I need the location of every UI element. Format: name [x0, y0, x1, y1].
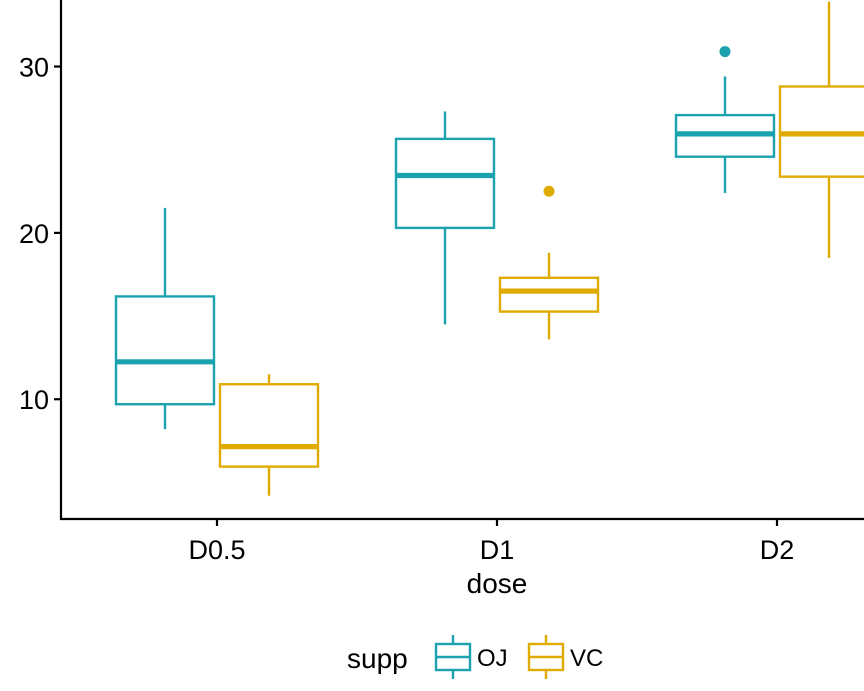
legend-label-oj: OJ: [477, 645, 508, 672]
box-body: [218, 383, 320, 468]
series-oj: [114, 46, 776, 430]
legend-label-vc: VC: [570, 645, 603, 672]
box-vc-d1: [498, 185, 600, 340]
box-body: [498, 276, 600, 313]
box-oj-d0.5: [114, 207, 216, 430]
y-tick-label: 30: [19, 53, 49, 83]
box-body: [394, 137, 496, 230]
box-vc-d0.5: [218, 374, 320, 496]
box-vc-d2: [778, 1, 864, 258]
series-vc: [218, 1, 864, 496]
legend-key-oj: OJ: [434, 635, 508, 679]
outlier-point: [543, 185, 555, 197]
y-axis-ticks: 10 20 30: [19, 53, 61, 415]
x-tick-label: D2: [760, 535, 795, 565]
box-body: [114, 295, 216, 406]
y-tick-label: 10: [19, 385, 49, 415]
box-oj-d1: [394, 111, 496, 325]
y-tick-label: 20: [19, 219, 49, 249]
x-axis-ticks: D0.5 D1 D2: [188, 519, 794, 565]
outlier-point: [719, 46, 731, 58]
x-tick-label: D0.5: [188, 535, 245, 565]
x-axis-title: dose: [467, 568, 528, 599]
x-tick-label: D1: [480, 535, 515, 565]
legend: supp OJ VC: [347, 635, 603, 679]
legend-title: supp: [347, 643, 408, 674]
box-oj-d2: [674, 46, 776, 193]
plot-area: [114, 1, 864, 496]
legend-key-vc: VC: [527, 635, 603, 679]
